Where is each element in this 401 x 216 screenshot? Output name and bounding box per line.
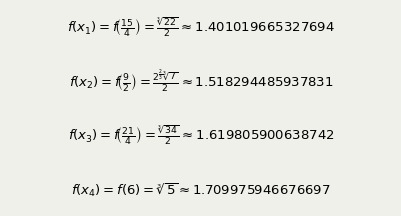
Text: $f(x_1) = f\!\left(\frac{15}{4}\right) = \frac{\sqrt[3]{22}}{2} \approx 1.401019: $f(x_1) = f\!\left(\frac{15}{4}\right) =… (67, 16, 334, 40)
Text: $f(x_3) = f\!\left(\frac{21}{4}\right) = \frac{\sqrt[3]{34}}{2} \approx 1.619805: $f(x_3) = f\!\left(\frac{21}{4}\right) =… (67, 124, 334, 148)
Text: $f(x_4) = f(6) = \sqrt[3]{5} \approx 1.709975946676697$: $f(x_4) = f(6) = \sqrt[3]{5} \approx 1.7… (71, 181, 330, 199)
Text: $f(x_2) = f\!\left(\frac{9}{2}\right) = \frac{2^{\frac{2}{3}}\sqrt[3]{7}}{2} \ap: $f(x_2) = f\!\left(\frac{9}{2}\right) = … (69, 69, 332, 95)
